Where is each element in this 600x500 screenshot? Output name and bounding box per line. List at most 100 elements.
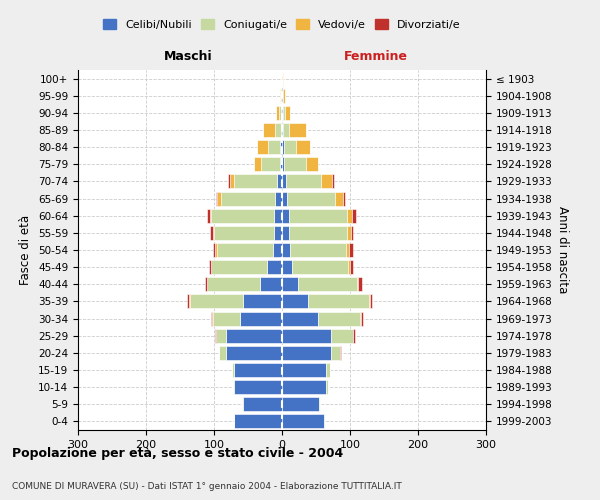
Bar: [233, 380, 235, 394]
Bar: [226, 346, 282, 360]
Bar: [331, 346, 340, 360]
Bar: [306, 158, 318, 172]
Bar: [228, 174, 230, 188]
Bar: [230, 174, 235, 188]
Bar: [210, 208, 211, 222]
Bar: [205, 278, 206, 291]
Bar: [287, 192, 335, 205]
Bar: [326, 380, 328, 394]
Bar: [340, 346, 341, 360]
Bar: [282, 208, 289, 222]
Bar: [358, 278, 362, 291]
Bar: [282, 226, 289, 240]
Bar: [289, 123, 307, 137]
Text: Maschi: Maschi: [164, 50, 212, 63]
Bar: [275, 192, 282, 205]
Bar: [235, 363, 282, 377]
Bar: [353, 328, 355, 342]
Bar: [350, 260, 353, 274]
Bar: [280, 140, 282, 154]
Bar: [260, 278, 282, 291]
Bar: [281, 88, 282, 102]
Bar: [286, 106, 290, 120]
Bar: [207, 278, 260, 291]
Bar: [282, 106, 283, 120]
Bar: [214, 243, 215, 257]
Bar: [268, 140, 280, 154]
Bar: [280, 158, 282, 172]
Bar: [347, 208, 352, 222]
Bar: [215, 328, 216, 342]
Bar: [282, 243, 290, 257]
Bar: [282, 72, 283, 86]
Bar: [282, 158, 284, 172]
Bar: [322, 174, 332, 188]
Bar: [217, 243, 273, 257]
Bar: [281, 106, 282, 120]
Bar: [289, 226, 347, 240]
Bar: [282, 363, 326, 377]
Y-axis label: Anni di nascita: Anni di nascita: [556, 206, 569, 294]
Bar: [282, 380, 326, 394]
Bar: [261, 158, 280, 172]
Bar: [274, 208, 282, 222]
Bar: [226, 328, 282, 342]
Bar: [275, 123, 281, 137]
Bar: [257, 140, 268, 154]
Bar: [274, 226, 282, 240]
Bar: [319, 398, 320, 411]
Bar: [350, 226, 353, 240]
Bar: [189, 294, 190, 308]
Bar: [318, 312, 360, 326]
Bar: [242, 294, 282, 308]
Bar: [282, 414, 324, 428]
Bar: [254, 158, 261, 172]
Bar: [211, 208, 274, 222]
Bar: [187, 294, 189, 308]
Bar: [349, 243, 353, 257]
Bar: [360, 312, 361, 326]
Bar: [282, 278, 298, 291]
Bar: [284, 158, 306, 172]
Bar: [235, 174, 277, 188]
Bar: [357, 278, 358, 291]
Bar: [235, 414, 282, 428]
Bar: [212, 312, 240, 326]
Bar: [335, 192, 343, 205]
Bar: [370, 294, 373, 308]
Bar: [282, 346, 331, 360]
Bar: [221, 192, 275, 205]
Bar: [343, 192, 344, 205]
Bar: [284, 140, 296, 154]
Bar: [352, 208, 356, 222]
Bar: [232, 363, 235, 377]
Legend: Celibi/Nubili, Coniugati/e, Vedovi/e, Divorziati/e: Celibi/Nubili, Coniugati/e, Vedovi/e, Di…: [99, 14, 465, 34]
Bar: [219, 346, 220, 360]
Bar: [290, 243, 346, 257]
Bar: [216, 192, 217, 205]
Y-axis label: Fasce di età: Fasce di età: [19, 215, 32, 285]
Bar: [282, 294, 308, 308]
Bar: [281, 123, 282, 137]
Bar: [282, 398, 319, 411]
Bar: [282, 192, 287, 205]
Bar: [277, 174, 282, 188]
Bar: [190, 294, 242, 308]
Bar: [326, 363, 329, 377]
Text: Popolazione per età, sesso e stato civile - 2004: Popolazione per età, sesso e stato civil…: [12, 448, 343, 460]
Bar: [234, 414, 235, 428]
Bar: [276, 106, 278, 120]
Bar: [283, 123, 289, 137]
Text: Femmine: Femmine: [344, 50, 408, 63]
Bar: [206, 278, 207, 291]
Bar: [369, 294, 370, 308]
Bar: [240, 312, 282, 326]
Bar: [282, 260, 292, 274]
Text: COMUNE DI MURAVERA (SU) - Dati ISTAT 1° gennaio 2004 - Elaborazione TUTTITALIA.I: COMUNE DI MURAVERA (SU) - Dati ISTAT 1° …: [12, 482, 402, 491]
Bar: [283, 106, 286, 120]
Bar: [216, 328, 226, 342]
Bar: [211, 260, 267, 274]
Bar: [210, 226, 212, 240]
Bar: [242, 398, 282, 411]
Bar: [332, 174, 334, 188]
